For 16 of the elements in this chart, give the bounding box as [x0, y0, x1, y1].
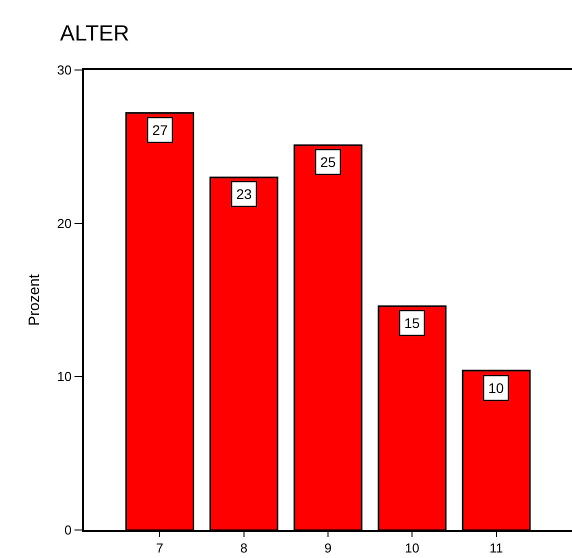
y-tick-label: 0 — [64, 522, 72, 538]
x-tick-label: 7 — [156, 540, 164, 556]
data-label: 23 — [236, 186, 252, 202]
data-label: 15 — [404, 315, 420, 332]
x-tick-label: 11 — [490, 540, 504, 556]
x-tick-label: 10 — [404, 540, 420, 556]
chart-title: ALTER — [60, 20, 130, 46]
y-tick-label: 30 — [57, 62, 72, 78]
y-tick-label: 10 — [57, 369, 72, 384]
data-label: 10 — [488, 380, 504, 396]
x-tick-label: 9 — [324, 540, 332, 556]
x-tick-label: 8 — [240, 540, 248, 556]
data-label: 27 — [152, 122, 168, 138]
y-tick-label: 20 — [57, 216, 72, 231]
data-label: 25 — [320, 154, 336, 170]
y-axis-title: Prozent — [26, 273, 43, 326]
